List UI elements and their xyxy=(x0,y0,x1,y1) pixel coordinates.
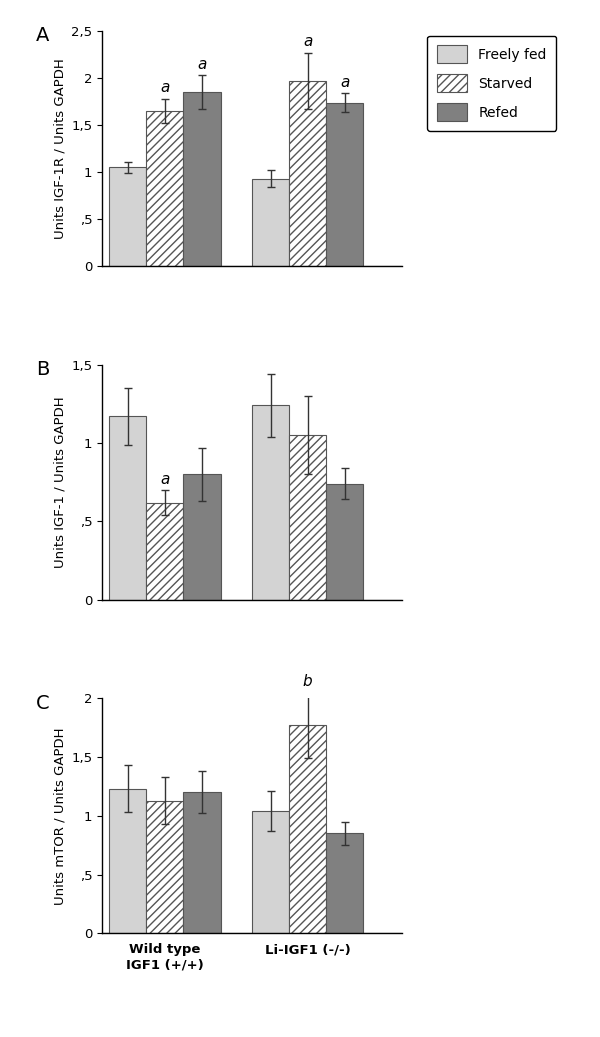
Bar xyxy=(252,405,289,599)
Bar xyxy=(109,789,146,933)
Text: C: C xyxy=(36,694,50,712)
Bar xyxy=(326,834,364,933)
Bar xyxy=(289,81,326,267)
Text: a: a xyxy=(160,80,170,95)
Y-axis label: Units IGF-1 / Units GAPDH: Units IGF-1 / Units GAPDH xyxy=(54,396,67,568)
Text: A: A xyxy=(36,26,49,46)
Text: B: B xyxy=(36,360,49,380)
Bar xyxy=(184,792,221,933)
Bar xyxy=(326,484,364,599)
Bar xyxy=(289,436,326,599)
Text: b: b xyxy=(303,674,313,689)
Text: a: a xyxy=(303,34,313,49)
Y-axis label: Units IGF-1R / Units GAPDH: Units IGF-1R / Units GAPDH xyxy=(54,58,67,239)
Legend: Freely fed, Starved, Refed: Freely fed, Starved, Refed xyxy=(427,35,556,131)
Bar xyxy=(184,92,221,267)
Bar xyxy=(252,811,289,933)
Bar xyxy=(326,103,364,267)
Bar xyxy=(252,178,289,267)
Bar xyxy=(146,111,184,267)
Bar xyxy=(109,167,146,267)
Text: a: a xyxy=(197,57,206,72)
Text: a: a xyxy=(340,75,350,89)
Text: a: a xyxy=(160,472,170,486)
Bar xyxy=(146,503,184,599)
Bar xyxy=(146,801,184,933)
Bar xyxy=(109,417,146,599)
Bar xyxy=(289,725,326,933)
Bar xyxy=(184,474,221,599)
Y-axis label: Units mTOR / Units GAPDH: Units mTOR / Units GAPDH xyxy=(54,727,67,904)
